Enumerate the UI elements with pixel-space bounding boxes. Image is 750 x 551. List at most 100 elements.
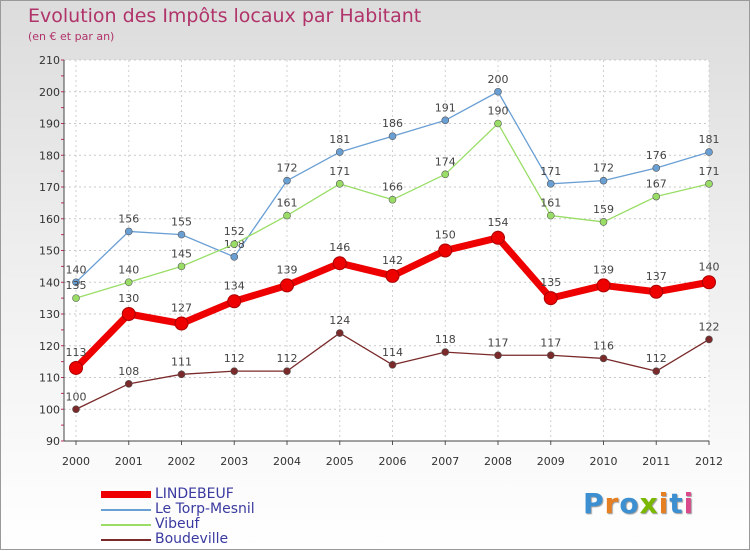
data-point-le-torp-mesnil bbox=[546, 180, 555, 188]
legend-item: Le Torp-Mesnil bbox=[101, 502, 255, 517]
data-point-lindebeuf bbox=[649, 284, 664, 299]
legend-label: Le Torp-Mesnil bbox=[155, 501, 255, 517]
data-point-lindebeuf bbox=[69, 360, 83, 375]
data-label-vibeuf: 171 bbox=[699, 165, 720, 178]
data-point-lindebeuf bbox=[596, 278, 611, 293]
data-label-lindebeuf: 135 bbox=[540, 276, 561, 289]
data-point-lindebeuf bbox=[121, 307, 136, 321]
data-label-le-torp-mesnil: 181 bbox=[329, 133, 350, 146]
data-point-boudeville bbox=[494, 351, 502, 360]
data-point-le-torp-mesnil bbox=[388, 132, 397, 140]
data-point-boudeville bbox=[705, 335, 713, 344]
data-label-lindebeuf: 146 bbox=[329, 241, 350, 254]
data-point-le-torp-mesnil bbox=[599, 176, 608, 185]
data-label-le-torp-mesnil: 181 bbox=[699, 133, 720, 146]
data-point-vibeuf bbox=[335, 180, 344, 188]
data-label-boudeville: 108 bbox=[118, 365, 139, 378]
data-point-boudeville bbox=[72, 405, 80, 414]
data-point-vibeuf bbox=[599, 218, 608, 226]
data-label-vibeuf: 159 bbox=[593, 203, 614, 216]
data-label-lindebeuf: 134 bbox=[224, 279, 245, 292]
data-label-vibeuf: 190 bbox=[488, 105, 509, 118]
y-tick-label: 150 bbox=[39, 245, 60, 258]
x-tick-label: 2006 bbox=[379, 455, 407, 468]
plot-area bbox=[64, 60, 709, 441]
data-label-le-torp-mesnil: 156 bbox=[118, 212, 139, 225]
data-label-vibeuf: 174 bbox=[435, 155, 456, 168]
y-tick-label: 130 bbox=[39, 308, 60, 321]
y-tick-label: 210 bbox=[39, 54, 60, 67]
x-tick-label: 2011 bbox=[642, 455, 670, 468]
data-point-le-torp-mesnil bbox=[177, 230, 186, 239]
data-point-le-torp-mesnil bbox=[230, 253, 239, 261]
data-label-vibeuf: 140 bbox=[118, 263, 139, 276]
data-label-lindebeuf: 137 bbox=[646, 270, 667, 283]
data-point-lindebeuf bbox=[543, 291, 558, 306]
data-point-vibeuf bbox=[124, 278, 133, 287]
data-point-vibeuf bbox=[705, 180, 713, 188]
legend-swatch bbox=[101, 508, 151, 511]
data-label-lindebeuf: 130 bbox=[118, 292, 139, 305]
data-label-vibeuf: 161 bbox=[277, 197, 298, 210]
data-point-boudeville bbox=[441, 348, 450, 356]
y-tick-label: 170 bbox=[39, 181, 60, 194]
data-point-boudeville bbox=[388, 360, 397, 369]
x-tick-label: 2010 bbox=[590, 455, 618, 468]
data-point-le-torp-mesnil bbox=[335, 148, 344, 156]
data-point-le-torp-mesnil bbox=[124, 227, 133, 236]
data-point-boudeville bbox=[599, 354, 608, 363]
y-tick-label: 100 bbox=[39, 403, 60, 416]
data-label-boudeville: 100 bbox=[66, 390, 87, 403]
data-point-lindebeuf bbox=[227, 294, 242, 309]
data-label-boudeville: 114 bbox=[382, 346, 403, 359]
legend: LINDEBEUF Le Torp-Mesnil Vibeuf Boudeville bbox=[101, 487, 255, 547]
x-tick-label: 2004 bbox=[273, 455, 301, 468]
data-point-vibeuf bbox=[546, 211, 555, 220]
data-point-le-torp-mesnil bbox=[705, 148, 713, 156]
data-label-le-torp-mesnil: 200 bbox=[488, 73, 509, 86]
data-label-le-torp-mesnil: 176 bbox=[646, 149, 667, 162]
data-label-vibeuf: 161 bbox=[540, 197, 561, 210]
data-point-vibeuf bbox=[494, 119, 502, 128]
data-point-vibeuf bbox=[388, 195, 397, 204]
data-label-le-torp-mesnil: 140 bbox=[66, 263, 87, 276]
y-tick-label: 200 bbox=[39, 86, 60, 99]
data-point-vibeuf bbox=[72, 294, 80, 302]
legend-label: LINDEBEUF bbox=[155, 486, 234, 502]
data-point-lindebeuf bbox=[385, 268, 400, 283]
data-label-le-torp-mesnil: 171 bbox=[540, 165, 561, 178]
data-label-lindebeuf: 142 bbox=[382, 254, 403, 267]
data-label-boudeville: 117 bbox=[540, 336, 561, 349]
x-tick-label: 2008 bbox=[484, 455, 512, 468]
chart-subtitle: (en € et par an) bbox=[28, 30, 115, 43]
y-tick-label: 120 bbox=[39, 340, 60, 353]
data-label-le-torp-mesnil: 155 bbox=[171, 216, 192, 229]
data-point-lindebeuf bbox=[702, 275, 716, 290]
data-point-lindebeuf bbox=[438, 243, 453, 258]
data-label-lindebeuf: 150 bbox=[435, 229, 456, 242]
data-point-lindebeuf bbox=[280, 278, 294, 293]
data-point-boudeville bbox=[177, 370, 186, 379]
data-point-vibeuf bbox=[177, 262, 186, 271]
y-tick-label: 190 bbox=[39, 118, 60, 131]
legend-item: LINDEBEUF bbox=[101, 487, 255, 502]
legend-swatch bbox=[101, 491, 151, 498]
x-tick-label: 2002 bbox=[168, 455, 196, 468]
data-label-boudeville: 122 bbox=[699, 320, 720, 333]
data-point-boudeville bbox=[652, 367, 661, 375]
x-tick-label: 2009 bbox=[537, 455, 565, 468]
data-label-vibeuf: 166 bbox=[382, 181, 403, 194]
y-tick-label: 90 bbox=[46, 435, 60, 448]
data-point-boudeville bbox=[283, 367, 291, 375]
data-label-lindebeuf: 127 bbox=[171, 302, 192, 315]
data-point-vibeuf bbox=[441, 170, 450, 179]
data-label-le-torp-mesnil: 191 bbox=[435, 101, 456, 114]
x-tick-label: 2012 bbox=[695, 455, 723, 468]
data-label-lindebeuf: 139 bbox=[593, 263, 614, 276]
data-point-boudeville bbox=[335, 329, 344, 337]
data-label-vibeuf: 135 bbox=[66, 279, 87, 292]
x-tick-label: 2000 bbox=[62, 455, 90, 468]
x-tick-label: 2007 bbox=[431, 455, 459, 468]
data-label-boudeville: 112 bbox=[646, 352, 667, 365]
data-label-le-torp-mesnil: 186 bbox=[382, 117, 403, 130]
